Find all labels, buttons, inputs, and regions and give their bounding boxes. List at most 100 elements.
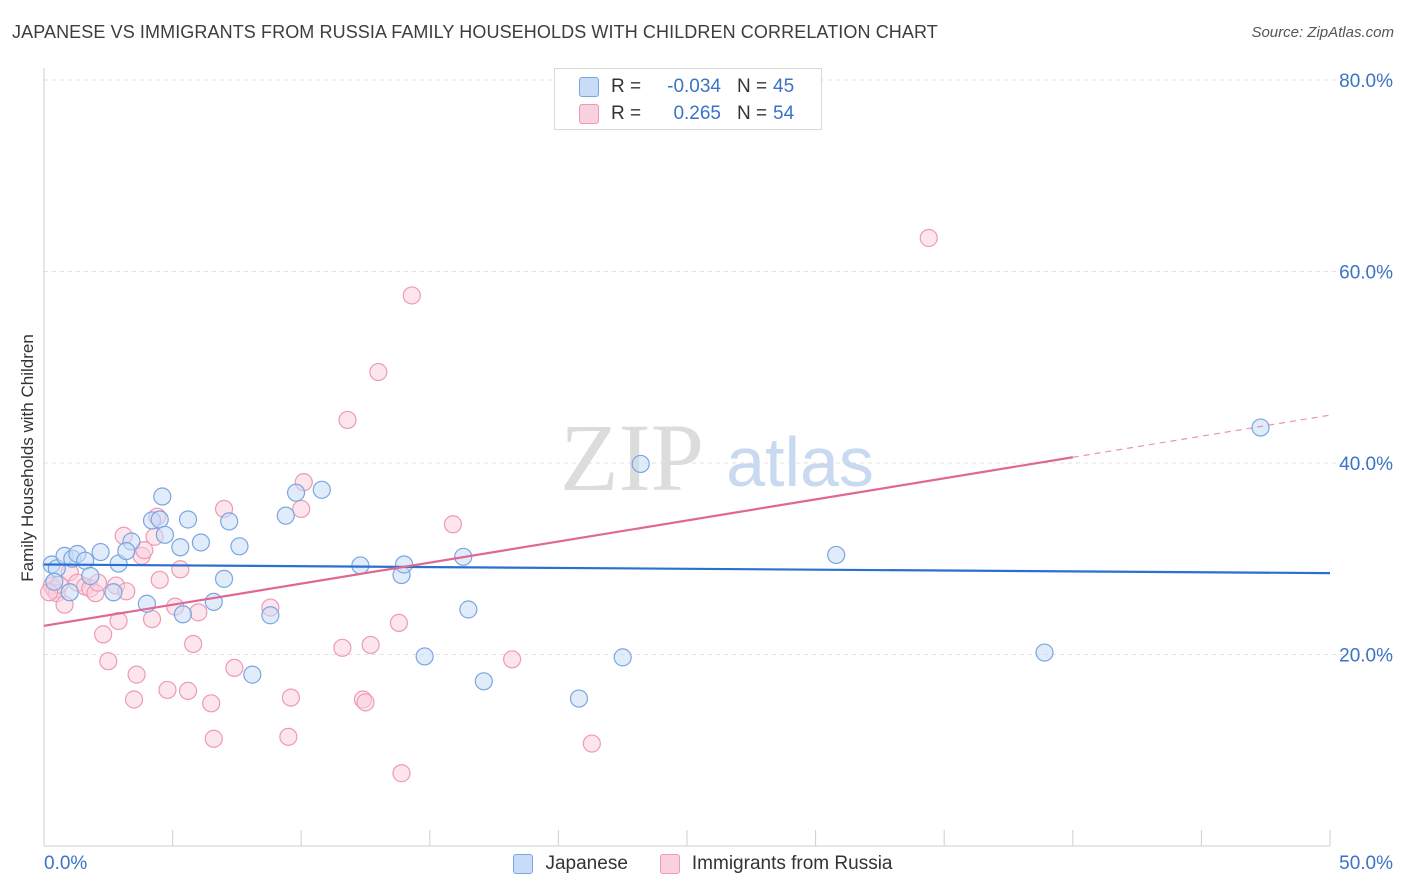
legend-label-russia: Immigrants from Russia <box>691 853 893 874</box>
russia-point <box>402 286 421 305</box>
japanese-point <box>214 569 234 588</box>
russia-point <box>127 665 146 684</box>
japanese-point <box>104 583 123 602</box>
trend-lines <box>43 414 1331 627</box>
y-tick-label: 20.0% <box>1339 646 1393 667</box>
russia-point <box>204 729 223 748</box>
japanese-point <box>286 483 306 502</box>
japanese-point <box>827 545 846 565</box>
russia-point <box>99 652 118 671</box>
japanese-point <box>394 555 414 574</box>
russia-point <box>202 694 221 713</box>
stats-row-japanese: R = -0.034 N = 45 <box>579 74 794 100</box>
japanese-point <box>153 487 172 506</box>
y-tick-label: 40.0% <box>1339 454 1393 475</box>
stats-box: R = -0.034 N = 45 R = 0.265 N = 54 <box>554 68 822 130</box>
n-value: 45 <box>773 76 795 97</box>
chart-legend: Japanese Immigrants from Russia <box>0 852 1406 876</box>
legend-swatch-japanese <box>513 854 534 874</box>
japanese-point <box>173 605 192 624</box>
y-tick-label: 80.0% <box>1339 71 1393 92</box>
russia-point <box>443 515 463 534</box>
japanese-point <box>230 537 249 556</box>
n-label: N = <box>737 76 768 97</box>
x-tick-label-min: 0.0% <box>44 853 87 874</box>
japanese-point <box>81 566 100 586</box>
series-japanese-points <box>42 418 1270 708</box>
legend-item-russia: Immigrants from Russia <box>659 853 893 875</box>
trend-line-russia <box>43 456 1073 627</box>
legend-label-japanese: Japanese <box>545 853 628 874</box>
axes <box>43 68 1331 847</box>
russia-point <box>919 228 938 248</box>
japanese-point <box>91 542 110 562</box>
n-label: N = <box>737 103 768 124</box>
russia-point <box>356 693 375 712</box>
russia-point <box>94 625 113 644</box>
japanese-point <box>243 665 262 684</box>
r-value: -0.034 <box>667 76 721 97</box>
y-tick-labels: 20.0% 40.0% 60.0% 80.0% <box>1339 71 1393 667</box>
series-russia-points <box>40 228 938 783</box>
russia-point <box>333 638 352 657</box>
russia-point <box>225 658 244 678</box>
japanese-point <box>415 647 434 666</box>
japanese-point <box>220 512 239 531</box>
japanese-point <box>569 689 589 708</box>
x-tick-labels: 0.0% 50.0% <box>44 853 1393 874</box>
chart-title: JAPANESE VS IMMIGRANTS FROM RUSSIA FAMIL… <box>12 22 938 42</box>
russia-point <box>158 680 177 700</box>
japanese-point <box>191 533 210 552</box>
russia-point <box>135 541 154 560</box>
russia-point <box>361 635 380 655</box>
japanese-point <box>1251 418 1270 437</box>
japanese-point <box>117 541 136 561</box>
japanese-point <box>351 556 370 575</box>
russia-point <box>189 603 208 622</box>
russia-point <box>582 734 601 753</box>
russia-point <box>178 681 198 700</box>
trend-line-russia-extension <box>1072 414 1331 458</box>
japanese-point <box>171 538 190 557</box>
russia-point <box>184 634 203 654</box>
source-label: Source: ZipAtlas.com <box>1251 24 1394 41</box>
n-value: 54 <box>773 103 795 124</box>
japanese-point <box>178 510 198 529</box>
japanese-point <box>1035 643 1054 662</box>
russia-point <box>503 650 522 669</box>
russia-point <box>171 560 190 579</box>
japanese-point <box>312 480 331 499</box>
y-axis-label: Family Households with Children <box>18 334 37 582</box>
japanese-point <box>613 648 632 667</box>
russia-point <box>389 613 409 633</box>
stats-row-russia: R = 0.265 N = 54 <box>579 101 794 127</box>
japanese-point <box>631 454 650 474</box>
watermark: ZIP atlas <box>560 404 874 511</box>
japanese-point <box>150 510 169 529</box>
russia-point <box>142 609 162 629</box>
japanese-point <box>155 525 174 544</box>
japanese-point <box>45 572 64 591</box>
russia-point <box>338 410 357 430</box>
russia-swatch <box>579 104 599 124</box>
legend-swatch-russia <box>659 854 680 874</box>
russia-point <box>369 362 388 382</box>
watermark-zip: ZIP <box>560 404 704 511</box>
r-label: R = <box>611 76 642 97</box>
japanese-point <box>276 506 295 525</box>
russia-point <box>281 688 301 707</box>
russia-point <box>292 499 311 519</box>
russia-point <box>124 690 144 709</box>
r-label: R = <box>611 103 642 124</box>
russia-point <box>150 570 169 589</box>
legend-item-japanese: Japanese <box>513 853 628 875</box>
trend-line-japanese <box>43 563 1331 575</box>
japanese-point <box>60 583 79 602</box>
japanese-point <box>76 551 95 570</box>
x-tick-label-max: 50.0% <box>1339 853 1393 874</box>
japanese-swatch <box>579 77 599 97</box>
watermark-atlas: atlas <box>726 423 874 501</box>
japanese-point <box>459 600 478 619</box>
japanese-point <box>474 672 493 691</box>
